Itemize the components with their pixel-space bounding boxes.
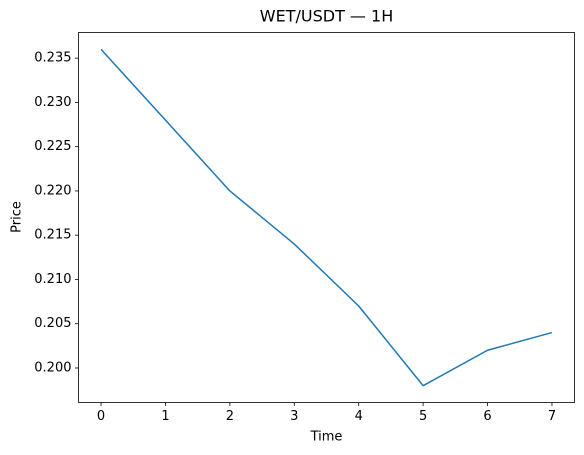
y-tick-label: 0.230 [34, 95, 71, 110]
x-tick-label: 1 [161, 409, 169, 424]
x-tick-label: 4 [355, 409, 363, 424]
x-tick-label: 0 [97, 409, 105, 424]
y-tick-label: 0.235 [34, 51, 71, 66]
y-tick-label: 0.215 [34, 228, 71, 243]
plot-frame [78, 32, 575, 403]
x-tick-label: 5 [419, 409, 427, 424]
x-tick-label: 6 [483, 409, 491, 424]
chart-title: WET/USDT — 1H [260, 7, 393, 26]
x-tick-label: 3 [290, 409, 298, 424]
y-tick-label: 0.220 [34, 183, 71, 198]
line [100, 48, 553, 387]
y-tick-label: 0.225 [34, 139, 71, 154]
y-tick-label: 0.205 [34, 316, 71, 331]
y-axis-label: Price [10, 201, 25, 233]
x-tick-label: 2 [226, 409, 234, 424]
x-tick-label: 7 [548, 409, 556, 424]
y-tick-label: 0.200 [34, 360, 71, 375]
y-tick-label: 0.210 [34, 272, 71, 287]
x-axis-label: Time [310, 430, 343, 445]
